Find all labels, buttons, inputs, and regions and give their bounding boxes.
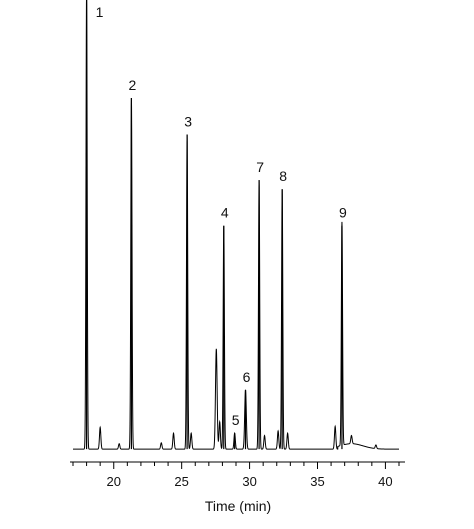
x-tick-label: 40 xyxy=(378,474,392,489)
peak-labels: 1 2 3 4 5 6 78 9 xyxy=(96,4,347,428)
peak-label-5: 5 xyxy=(232,412,240,428)
chromatogram-trace-group xyxy=(73,0,399,450)
x-axis-ticks: 20 25 30 35 40 xyxy=(72,462,400,489)
x-axis-title: Time (min) xyxy=(205,498,271,514)
peak-label-9: 9 xyxy=(339,205,347,221)
peak-label-7: 7 xyxy=(256,159,264,175)
peak-label-8: 8 xyxy=(279,168,287,184)
peak-label-1: 1 xyxy=(96,4,104,20)
peak-label-3: 3 xyxy=(184,114,192,130)
peak-label-6: 6 xyxy=(243,369,251,385)
peak-label-4: 4 xyxy=(221,205,229,221)
peak-label-2: 2 xyxy=(129,77,137,93)
x-tick-label: 35 xyxy=(310,474,324,489)
x-tick-label: 30 xyxy=(242,474,256,489)
chromatogram-trace xyxy=(73,0,399,450)
x-tick-label: 25 xyxy=(174,474,188,489)
x-tick-label: 20 xyxy=(107,474,121,489)
